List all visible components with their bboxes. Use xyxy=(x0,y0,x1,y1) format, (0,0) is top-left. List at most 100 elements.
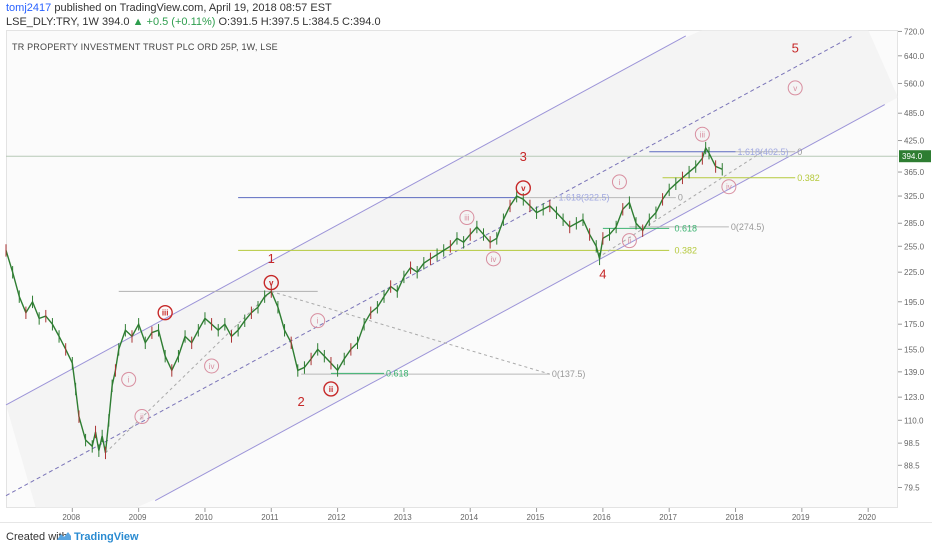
wave-circle xyxy=(157,304,173,321)
wave-minor-label: ii xyxy=(329,385,333,394)
y-tick-label: 139.0 xyxy=(904,368,925,377)
channel-lower-line xyxy=(154,104,885,502)
x-tick-label: 2019 xyxy=(792,513,810,520)
ohlc-readout: LSE_DLY:TRY, 1W 394.0 ▲ +0.5 (+0.11%) O:… xyxy=(6,16,381,28)
x-tick-label: 2009 xyxy=(129,513,147,520)
x-tick-label: 2018 xyxy=(726,513,744,520)
x-tick-label: 2011 xyxy=(261,513,279,520)
fib-label: 0.382 xyxy=(675,245,698,255)
wave-minor-label: iv xyxy=(726,183,732,192)
published-text: published on TradingView.com, April 19, … xyxy=(54,2,332,14)
wave-minor-label: i xyxy=(128,375,130,384)
wave-circle xyxy=(263,274,279,291)
wave-circle xyxy=(310,313,326,329)
fib-label: 0.618 xyxy=(675,223,698,233)
wave-circle xyxy=(323,381,339,397)
wave-minor-label: iv xyxy=(491,255,497,264)
tradingview-brand[interactable]: TradingView xyxy=(74,531,139,543)
wave-circle xyxy=(721,179,737,195)
last-price-label: 394.0 xyxy=(902,152,923,161)
fib-label: 0 xyxy=(797,147,802,157)
wave-major-label: 5 xyxy=(792,41,799,56)
created-with-text: Created with xyxy=(6,531,68,543)
last-price-badge xyxy=(899,150,931,163)
y-tick-label: 123.0 xyxy=(904,393,925,402)
wave-minor-label: v xyxy=(521,184,526,193)
wave-circle xyxy=(694,126,710,142)
fib-label: 0 xyxy=(678,193,683,203)
fib-label: 0(274.5) xyxy=(731,222,765,232)
projection-line-2 xyxy=(105,291,272,454)
x-tick-label: 2014 xyxy=(460,513,478,520)
wave-minor-label: v xyxy=(269,279,274,288)
fib-label: 0(137.5) xyxy=(552,369,586,379)
wave-minor-label: ii xyxy=(628,237,632,246)
ohlc-values: O:391.5 H:397.5 L:384.5 C:394.0 xyxy=(218,16,381,28)
x-tick-label: 2010 xyxy=(195,513,213,520)
y-tick-label: 98.5 xyxy=(904,439,920,448)
wave-minor-label: i xyxy=(619,178,621,187)
wave-circle xyxy=(121,371,137,387)
y-tick-label: 88.5 xyxy=(904,461,920,470)
projection-line-3 xyxy=(602,151,763,255)
wave-major-label: 2 xyxy=(298,394,305,409)
wave-circle xyxy=(515,180,531,196)
wave-minor-label: iii xyxy=(464,214,470,223)
price-chart[interactable]: 720.0 640.0 560.0 485.0 425.0 365.0 325.0 285.0… xyxy=(0,0,932,520)
wave-minor-label: iii xyxy=(700,130,706,139)
x-tick-label: 2013 xyxy=(394,513,412,520)
x-tick-label: 2015 xyxy=(527,513,545,520)
price-series-line xyxy=(5,146,723,453)
y-tick-label: 720.0 xyxy=(904,27,925,36)
tradingview-logo-icon xyxy=(57,532,71,540)
wave-circle xyxy=(459,210,475,226)
x-tick-label: 2020 xyxy=(858,513,876,520)
wave-minor-label: ii xyxy=(140,413,144,422)
y-tick-label: 640.0 xyxy=(904,52,925,61)
wave-circle xyxy=(204,358,220,374)
wave-circle xyxy=(621,233,637,249)
wave-minor-label: iv xyxy=(209,362,215,371)
wave-minor-label: iii xyxy=(162,309,169,318)
channel-fill xyxy=(6,30,898,508)
wave-major-label: 3 xyxy=(520,149,527,164)
symbol-price: LSE_DLY:TRY, 1W 394.0 xyxy=(6,16,130,28)
y-tick-label: 325.0 xyxy=(904,192,925,201)
y-tick-label: 110.0 xyxy=(904,416,924,425)
fib-label: 1.618(322.5) xyxy=(558,193,609,203)
fib-label: 0.618 xyxy=(386,368,409,378)
chart-title: TR PROPERTY INVESTMENT TRUST PLC ORD 25P… xyxy=(12,42,278,52)
wave-major-label: 4 xyxy=(599,267,606,282)
price-change: ▲ +0.5 (+0.11%) xyxy=(132,16,216,28)
y-tick-label: 285.0 xyxy=(904,219,925,228)
fib-label: 1.618(402.5) xyxy=(738,147,789,157)
footer: Created with TradingView xyxy=(0,522,932,551)
y-tick-label: 365.0 xyxy=(904,168,925,177)
publish-info: tomj2417 published on TradingView.com, A… xyxy=(6,2,332,14)
y-tick-label: 225.0 xyxy=(904,268,925,277)
channel-upper-line xyxy=(5,35,687,406)
y-tick-label: 155.0 xyxy=(904,345,925,354)
y-tick-label: 79.5 xyxy=(904,483,920,492)
projection-line-1 xyxy=(271,290,550,375)
wave-circle xyxy=(787,80,803,96)
wave-circle xyxy=(134,409,150,425)
x-tick-label: 2016 xyxy=(593,513,611,520)
y-tick-label: 485.0 xyxy=(904,109,925,118)
wave-circle xyxy=(611,174,627,190)
y-tick-label: 560.0 xyxy=(904,79,925,88)
y-tick-label: 175.0 xyxy=(904,320,925,329)
fib-label: 0.382 xyxy=(797,173,820,183)
wave-minor-label: v xyxy=(793,84,797,93)
chart-header: tomj2417 published on TradingView.com, A… xyxy=(0,0,932,30)
wave-circle xyxy=(485,251,501,267)
x-tick-label: 2017 xyxy=(659,513,677,520)
y-tick-label: 195.0 xyxy=(904,298,925,307)
author-link[interactable]: tomj2417 xyxy=(6,2,52,14)
y-tick-label: 425.0 xyxy=(904,137,925,146)
x-tick-label: 2008 xyxy=(62,513,80,520)
wave-major-label: 1 xyxy=(268,251,275,266)
y-tick-label: 255.0 xyxy=(904,242,925,251)
wave-minor-label: i xyxy=(317,317,319,326)
channel-median-line xyxy=(5,36,852,497)
